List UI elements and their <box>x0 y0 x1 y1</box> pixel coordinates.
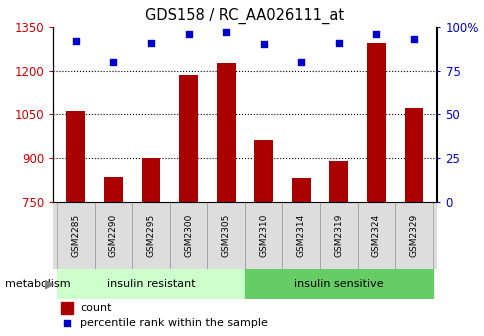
Point <box>222 30 229 35</box>
Point <box>147 40 154 45</box>
Bar <box>141 158 160 202</box>
Point <box>72 38 79 44</box>
Bar <box>57 202 94 269</box>
Point <box>372 31 379 37</box>
Bar <box>66 111 85 202</box>
Bar <box>366 43 385 202</box>
Text: GSM2329: GSM2329 <box>408 214 418 257</box>
Point <box>297 59 304 65</box>
Point <box>109 59 117 65</box>
Bar <box>319 202 357 269</box>
Bar <box>207 202 244 269</box>
Point <box>259 42 267 47</box>
Bar <box>132 202 169 269</box>
Bar <box>244 269 432 299</box>
Point <box>184 31 192 37</box>
Text: GSM2300: GSM2300 <box>184 213 193 257</box>
Bar <box>291 178 310 202</box>
Text: GSM2285: GSM2285 <box>71 214 80 257</box>
Bar <box>61 302 73 314</box>
Bar <box>244 202 282 269</box>
Text: GSM2310: GSM2310 <box>258 213 268 257</box>
Text: GSM2305: GSM2305 <box>221 213 230 257</box>
Bar <box>216 63 235 202</box>
Text: GSM2290: GSM2290 <box>109 214 118 257</box>
Text: GSM2324: GSM2324 <box>371 214 380 257</box>
Bar <box>179 75 197 202</box>
Point <box>409 36 417 42</box>
Title: GDS158 / RC_AA026111_at: GDS158 / RC_AA026111_at <box>145 8 344 24</box>
Bar <box>104 177 122 202</box>
Bar <box>404 109 423 202</box>
Point <box>334 40 342 45</box>
Bar <box>254 140 272 202</box>
Text: percentile rank within the sample: percentile rank within the sample <box>80 318 268 328</box>
Text: metabolism: metabolism <box>5 279 70 289</box>
Text: count: count <box>80 303 111 313</box>
Bar <box>394 202 432 269</box>
Text: GSM2295: GSM2295 <box>146 214 155 257</box>
Text: insulin resistant: insulin resistant <box>106 279 195 289</box>
Bar <box>329 161 348 202</box>
Text: insulin sensitive: insulin sensitive <box>293 279 383 289</box>
Bar <box>357 202 394 269</box>
Point <box>63 321 71 326</box>
Text: ▶: ▶ <box>45 278 55 290</box>
Bar <box>94 202 132 269</box>
Bar <box>169 202 207 269</box>
Text: GSM2319: GSM2319 <box>333 213 343 257</box>
Text: GSM2314: GSM2314 <box>296 214 305 257</box>
Bar <box>57 269 244 299</box>
Bar <box>282 202 319 269</box>
